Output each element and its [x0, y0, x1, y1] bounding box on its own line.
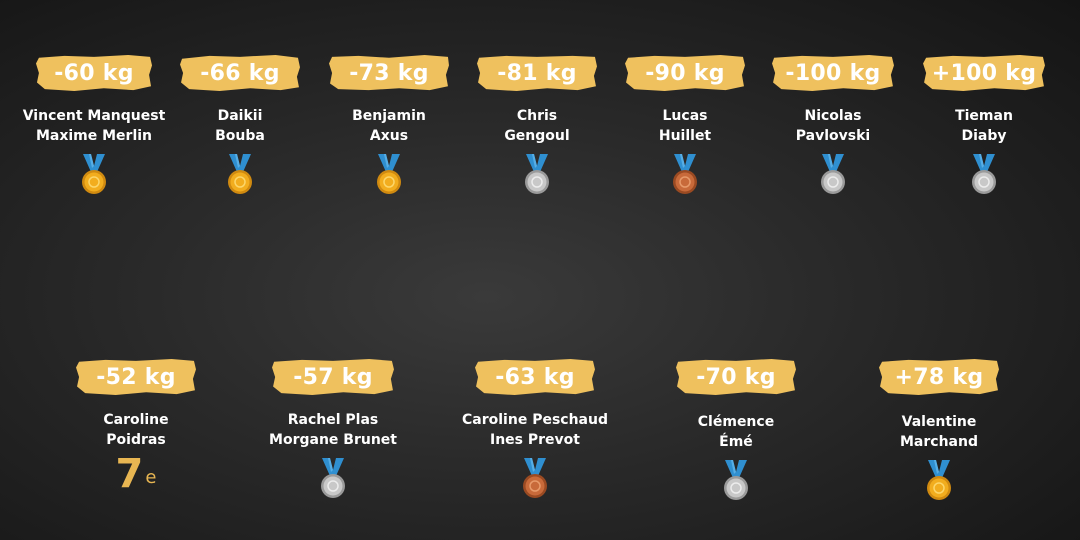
athlete-name: Daikii — [217, 108, 263, 124]
weight-text: -100 kg — [785, 60, 881, 86]
category-men-100: -100 kg Nicolas Pavlovski — [743, 54, 923, 196]
athlete-name: Pavlovski — [795, 128, 871, 144]
athlete-name: Diaby — [961, 128, 1007, 144]
athlete-name: Clémence — [697, 414, 775, 430]
rank-suffix: e — [145, 467, 157, 488]
athlete-names: Caroline Poidras — [103, 410, 168, 450]
athlete-names: Chris Gengoul — [504, 106, 569, 146]
silver-medal-icon — [525, 154, 549, 194]
brush-stroke-background — [923, 54, 1045, 92]
weight-text: -73 kg — [349, 60, 429, 86]
category-men-81: -81 kg Chris Gengoul — [447, 54, 627, 196]
silver-medal-icon — [321, 458, 345, 498]
athlete-name: Ines Prevot — [490, 432, 580, 448]
gold-medal-icon — [82, 154, 106, 194]
athlete-names: Tieman Diaby — [955, 106, 1013, 146]
athlete-name: Rachel Plas — [287, 412, 379, 428]
weight-text: -60 kg — [54, 60, 134, 86]
athlete-names: Rachel Plas Morgane Brunet — [269, 410, 397, 450]
gold-medal-icon — [927, 460, 951, 500]
athlete-name: Gengoul — [504, 128, 570, 144]
athlete-name: Axus — [369, 128, 409, 144]
athlete-name: Nicolas — [804, 108, 862, 124]
brush-stroke-background — [625, 54, 745, 92]
category-men-90: -90 kg Lucas Huillet — [595, 54, 775, 196]
weight-label: -60 kg — [35, 54, 153, 92]
category-men-60: -60 kg Vincent Manquest Maxime Merlin — [4, 54, 184, 196]
weight-label: +78 kg — [878, 358, 1000, 396]
athlete-name: Maxime Merlin — [35, 128, 153, 144]
weight-label: -66 kg — [179, 54, 301, 92]
bronze-medal-icon — [523, 458, 547, 498]
category-men-plus100: +100 kg Tieman Diaby — [894, 54, 1074, 196]
brush-stroke-background — [272, 358, 394, 396]
category-women-70: -70 kg Clémence Émé — [646, 358, 826, 502]
category-women-plus78: +78 kg Valentine Marchand — [849, 358, 1029, 502]
silver-medal-icon — [724, 460, 748, 500]
weight-text: -66 kg — [200, 60, 280, 86]
weight-label: -73 kg — [328, 54, 450, 92]
athlete-name: Valentine — [901, 414, 977, 430]
brush-stroke-background — [676, 358, 796, 396]
athlete-name: Caroline Peschaud — [462, 412, 608, 428]
brush-stroke-background — [180, 54, 300, 92]
weight-text: -70 kg — [696, 364, 776, 390]
weight-label: -70 kg — [675, 358, 797, 396]
athlete-name: Bouba — [215, 128, 265, 144]
weight-label: -100 kg — [771, 54, 895, 92]
brush-stroke-background — [76, 358, 196, 396]
weight-text: +100 kg — [931, 60, 1037, 86]
athlete-name: Émé — [719, 434, 753, 450]
athlete-names: Lucas Huillet — [659, 106, 711, 146]
gold-medal-icon — [377, 154, 401, 194]
bronze-medal-icon — [673, 154, 697, 194]
athlete-names: Clémence Émé — [698, 412, 774, 452]
athlete-name: Vincent Manquest — [22, 108, 166, 124]
athlete-name: Caroline — [103, 412, 169, 428]
weight-text: +78 kg — [894, 364, 984, 390]
weight-label: +100 kg — [922, 54, 1046, 92]
weight-text: -90 kg — [645, 60, 725, 86]
rank-number: 7 — [115, 451, 144, 497]
athlete-names: Daikii Bouba — [215, 106, 265, 146]
athlete-names: Nicolas Pavlovski — [796, 106, 870, 146]
category-men-66: -66 kg Daikii Bouba — [150, 54, 330, 196]
athlete-name: Chris — [516, 108, 558, 124]
weight-text: -57 kg — [293, 364, 373, 390]
silver-medal-icon — [821, 154, 845, 194]
silver-medal-icon — [972, 154, 996, 194]
brush-stroke-background — [879, 358, 999, 396]
athlete-name: Marchand — [900, 434, 978, 450]
weight-label: -63 kg — [474, 358, 596, 396]
brush-stroke-background — [772, 54, 894, 92]
gold-medal-icon — [228, 154, 252, 194]
athlete-name: Benjamin — [352, 108, 426, 124]
athlete-names: Benjamin Axus — [352, 106, 426, 146]
athlete-name: Morgane Brunet — [269, 432, 397, 448]
brush-stroke-background — [35, 54, 153, 92]
brush-stroke-background — [329, 54, 449, 91]
athlete-name: Lucas — [662, 108, 708, 124]
weight-text: -63 kg — [495, 364, 575, 390]
weight-label: -52 kg — [75, 358, 197, 396]
athlete-name: Huillet — [658, 128, 712, 144]
category-men-73: -73 kg Benjamin Axus — [299, 54, 479, 196]
athlete-names: Caroline Peschaud Ines Prevot — [462, 410, 608, 450]
athlete-names: Vincent Manquest Maxime Merlin — [23, 106, 166, 146]
weight-label: -57 kg — [271, 358, 395, 396]
weight-label: -90 kg — [624, 54, 746, 92]
athlete-names: Valentine Marchand — [900, 412, 978, 452]
weight-text: -81 kg — [497, 60, 577, 86]
athlete-name: Poidras — [106, 432, 166, 448]
brush-stroke-background — [475, 358, 595, 396]
category-women-57: -57 kg Rachel Plas Morgane Brunet — [243, 358, 423, 500]
athlete-name: Tieman — [955, 108, 1013, 124]
weight-text: -52 kg — [96, 364, 176, 390]
brush-stroke-background — [477, 55, 597, 92]
category-women-63: -63 kg Caroline Peschaud Ines Prevot — [445, 358, 625, 500]
weight-label: -81 kg — [476, 54, 598, 92]
